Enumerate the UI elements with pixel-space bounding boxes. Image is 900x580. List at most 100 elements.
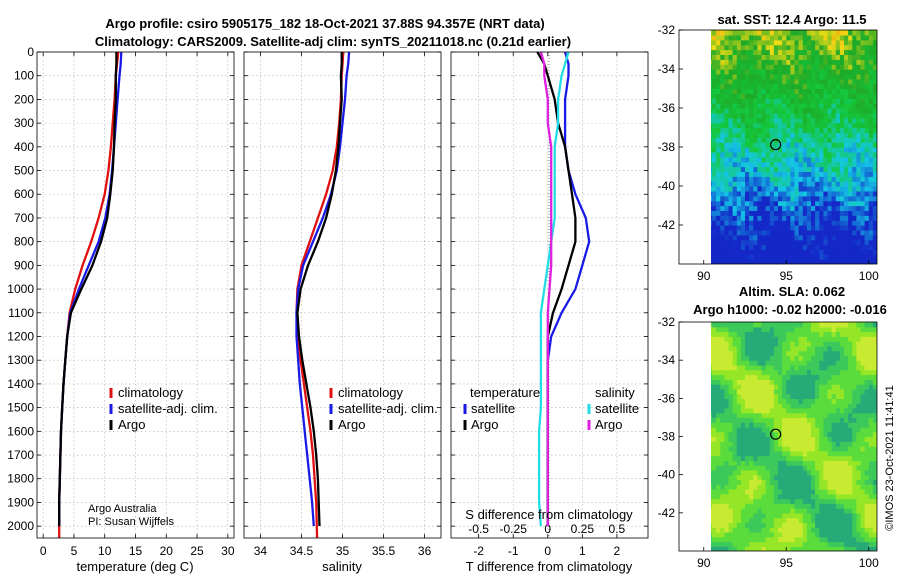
map-cell [868,322,874,328]
map-cell [769,417,775,423]
map-cell [778,234,783,241]
map-cell [720,474,725,481]
map-cell [802,249,808,255]
x-tick-label: 90 [697,269,711,283]
map-cell [848,64,853,70]
map-cell [724,108,730,114]
map-cell [806,493,812,500]
map-cell [712,489,717,495]
map-cell [761,166,767,172]
map-cell [782,117,787,124]
map-cell [844,336,849,342]
map-cell [711,469,713,476]
map-cell [786,200,791,207]
map-cell [778,388,783,395]
map-cell [778,403,783,409]
map-cell [773,345,779,352]
map-cell [823,69,829,75]
map-cell [794,403,800,409]
map-cell [716,200,721,207]
map-cell [769,398,775,404]
map-cell [848,147,853,153]
map-cell [835,446,841,452]
map-cell [831,225,837,231]
map-cell [720,239,725,246]
map-cell [856,200,862,207]
map-cell [831,49,837,55]
map-cell [753,225,758,231]
map-cell [868,417,874,423]
map-cell [798,147,804,153]
map-cell [711,244,713,250]
map-cell [773,220,779,226]
map-cell [761,186,767,192]
map-cell [839,384,845,390]
map-cell [753,64,758,70]
map-cell [798,117,804,124]
map-cell [815,44,820,51]
map-cell [839,508,845,514]
map-cell [740,369,746,376]
map-cell [806,422,812,428]
map-cell [864,503,870,509]
map-cell [745,239,750,246]
map-cell [835,98,841,104]
map-cell [753,54,758,60]
map-cell [806,195,812,202]
map-cell [753,259,758,264]
map-cell [823,517,829,523]
map-cell [786,229,791,236]
map-cell [732,147,738,153]
map-cell [823,331,829,337]
map-cell [765,244,771,250]
map-cell [765,69,771,75]
map-cell [815,64,820,70]
map-cell [852,186,857,192]
legend-label-satellite: satellite-adj. clim. [118,401,218,416]
map-cell [802,498,808,504]
map-cell [806,412,812,418]
map-cell [794,98,800,104]
map-cell [778,455,783,461]
map-cell [711,450,713,457]
map-cell [835,350,841,356]
map-cell [728,326,734,333]
sla-map-panel: Altim. SLA: 0.062 Argo h1000: -0.02 h200… [658,284,887,570]
map-cell [757,142,763,148]
map-cell [757,200,763,207]
map-cell [852,479,857,485]
map-cell [753,215,758,221]
map-cell [872,508,877,514]
map-cell [835,369,841,376]
map-cell [839,469,845,476]
map-cell [831,112,837,119]
map-cell [823,210,829,216]
map-cell [749,541,754,547]
map-cell [827,112,833,119]
map-cell [712,88,717,94]
map-cell [716,512,721,519]
map-cell [753,166,758,172]
difference-top-xlabel: S difference from climatology [465,507,633,522]
map-cell [819,393,824,399]
map-cell [745,469,750,476]
map-cell [860,59,866,65]
map-cell [864,341,870,347]
map-cell [811,132,816,138]
legend-label-argo: Argo [118,417,145,432]
map-cell [852,181,857,187]
map-cell [712,450,717,457]
map-cell [711,234,713,241]
map-cell [794,103,800,109]
map-cell [753,441,758,447]
map-cell [794,331,800,337]
map-cell [711,441,713,447]
map-cell [815,403,820,409]
map-cell [831,336,837,342]
map-cell [761,215,767,221]
map-cell [782,142,787,148]
map-cell [720,127,725,133]
map-cell [711,360,713,366]
map-cell [720,498,725,504]
map-cell [811,417,816,423]
